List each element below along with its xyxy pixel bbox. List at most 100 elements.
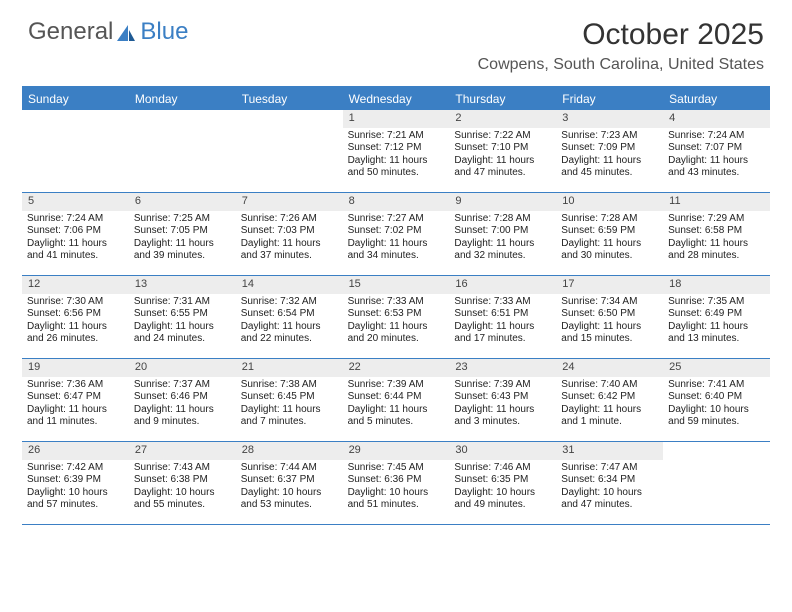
day-line: Sunrise: 7:43 AM — [134, 462, 231, 475]
day-cell: 24Sunrise: 7:40 AMSunset: 6:42 PMDayligh… — [556, 359, 663, 441]
day-cell: 19Sunrise: 7:36 AMSunset: 6:47 PMDayligh… — [22, 359, 129, 441]
day-line: Sunrise: 7:28 AM — [561, 213, 658, 226]
day-line: Daylight: 10 hours — [561, 487, 658, 500]
day-line: and 37 minutes. — [241, 250, 338, 263]
day-number: 1 — [343, 110, 450, 128]
day-body: Sunrise: 7:25 AMSunset: 7:05 PMDaylight:… — [129, 211, 236, 266]
day-number: 20 — [129, 359, 236, 377]
day-cell: 11Sunrise: 7:29 AMSunset: 6:58 PMDayligh… — [663, 193, 770, 275]
week-row: 26Sunrise: 7:42 AMSunset: 6:39 PMDayligh… — [22, 442, 770, 525]
day-cell — [129, 110, 236, 192]
day-cell: 30Sunrise: 7:46 AMSunset: 6:35 PMDayligh… — [449, 442, 556, 524]
day-line: Daylight: 11 hours — [668, 321, 765, 334]
day-body: Sunrise: 7:24 AMSunset: 7:07 PMDaylight:… — [663, 128, 770, 183]
day-line: Sunrise: 7:39 AM — [348, 379, 445, 392]
day-line: Sunset: 7:06 PM — [27, 225, 124, 238]
day-line: Sunrise: 7:22 AM — [454, 130, 551, 143]
day-line: Sunrise: 7:32 AM — [241, 296, 338, 309]
day-line: Sunset: 6:54 PM — [241, 308, 338, 321]
day-line: Sunset: 7:09 PM — [561, 142, 658, 155]
day-line: and 49 minutes. — [454, 499, 551, 512]
day-line: Sunset: 6:49 PM — [668, 308, 765, 321]
day-line: Sunset: 6:55 PM — [134, 308, 231, 321]
day-line: Sunset: 6:44 PM — [348, 391, 445, 404]
day-line: Sunrise: 7:23 AM — [561, 130, 658, 143]
dow-cell: Wednesday — [343, 88, 450, 110]
week-row: 19Sunrise: 7:36 AMSunset: 6:47 PMDayligh… — [22, 359, 770, 442]
day-line: and 55 minutes. — [134, 499, 231, 512]
day-line: and 32 minutes. — [454, 250, 551, 263]
day-line: Daylight: 11 hours — [348, 155, 445, 168]
day-line: Daylight: 11 hours — [454, 238, 551, 251]
day-number: 29 — [343, 442, 450, 460]
day-line: Daylight: 10 hours — [134, 487, 231, 500]
day-line: Sunset: 6:39 PM — [27, 474, 124, 487]
day-body: Sunrise: 7:32 AMSunset: 6:54 PMDaylight:… — [236, 294, 343, 349]
day-cell: 14Sunrise: 7:32 AMSunset: 6:54 PMDayligh… — [236, 276, 343, 358]
day-body: Sunrise: 7:24 AMSunset: 7:06 PMDaylight:… — [22, 211, 129, 266]
day-body: Sunrise: 7:26 AMSunset: 7:03 PMDaylight:… — [236, 211, 343, 266]
day-cell: 8Sunrise: 7:27 AMSunset: 7:02 PMDaylight… — [343, 193, 450, 275]
day-line: and 11 minutes. — [27, 416, 124, 429]
day-line: Daylight: 11 hours — [134, 404, 231, 417]
day-cell: 2Sunrise: 7:22 AMSunset: 7:10 PMDaylight… — [449, 110, 556, 192]
day-line: and 50 minutes. — [348, 167, 445, 180]
day-body: Sunrise: 7:29 AMSunset: 6:58 PMDaylight:… — [663, 211, 770, 266]
day-body: Sunrise: 7:42 AMSunset: 6:39 PMDaylight:… — [22, 460, 129, 515]
day-line: Daylight: 11 hours — [561, 321, 658, 334]
day-line: Sunrise: 7:34 AM — [561, 296, 658, 309]
day-line: Sunset: 6:58 PM — [668, 225, 765, 238]
day-line: Daylight: 11 hours — [134, 321, 231, 334]
day-line: Sunrise: 7:24 AM — [27, 213, 124, 226]
day-line: and 3 minutes. — [454, 416, 551, 429]
day-number: 3 — [556, 110, 663, 128]
day-number: 24 — [556, 359, 663, 377]
day-line: Sunset: 6:34 PM — [561, 474, 658, 487]
day-number: 6 — [129, 193, 236, 211]
day-line: Sunrise: 7:33 AM — [454, 296, 551, 309]
day-cell: 28Sunrise: 7:44 AMSunset: 6:37 PMDayligh… — [236, 442, 343, 524]
day-line: Sunset: 6:36 PM — [348, 474, 445, 487]
day-number: 14 — [236, 276, 343, 294]
day-line: Sunrise: 7:24 AM — [668, 130, 765, 143]
day-body: Sunrise: 7:30 AMSunset: 6:56 PMDaylight:… — [22, 294, 129, 349]
dow-cell: Tuesday — [236, 88, 343, 110]
day-line: and 7 minutes. — [241, 416, 338, 429]
day-cell — [236, 110, 343, 192]
day-cell: 7Sunrise: 7:26 AMSunset: 7:03 PMDaylight… — [236, 193, 343, 275]
location-text: Cowpens, South Carolina, United States — [478, 56, 764, 74]
day-number: 15 — [343, 276, 450, 294]
day-line: and 28 minutes. — [668, 250, 765, 263]
day-cell: 12Sunrise: 7:30 AMSunset: 6:56 PMDayligh… — [22, 276, 129, 358]
day-line: Sunset: 6:42 PM — [561, 391, 658, 404]
day-line: Sunrise: 7:28 AM — [454, 213, 551, 226]
day-line: Sunset: 6:38 PM — [134, 474, 231, 487]
day-line: Daylight: 11 hours — [561, 155, 658, 168]
dow-cell: Saturday — [663, 88, 770, 110]
day-body: Sunrise: 7:43 AMSunset: 6:38 PMDaylight:… — [129, 460, 236, 515]
day-line: Sunrise: 7:35 AM — [668, 296, 765, 309]
day-line: and 22 minutes. — [241, 333, 338, 346]
page-title: October 2025 — [478, 18, 764, 52]
day-line: Daylight: 11 hours — [454, 321, 551, 334]
day-line: Sunset: 7:00 PM — [454, 225, 551, 238]
day-body: Sunrise: 7:47 AMSunset: 6:34 PMDaylight:… — [556, 460, 663, 515]
day-body: Sunrise: 7:33 AMSunset: 6:51 PMDaylight:… — [449, 294, 556, 349]
day-number: 16 — [449, 276, 556, 294]
day-line: Daylight: 11 hours — [348, 238, 445, 251]
day-body: Sunrise: 7:33 AMSunset: 6:53 PMDaylight:… — [343, 294, 450, 349]
day-cell: 21Sunrise: 7:38 AMSunset: 6:45 PMDayligh… — [236, 359, 343, 441]
day-line: and 13 minutes. — [668, 333, 765, 346]
day-body: Sunrise: 7:21 AMSunset: 7:12 PMDaylight:… — [343, 128, 450, 183]
day-cell: 16Sunrise: 7:33 AMSunset: 6:51 PMDayligh… — [449, 276, 556, 358]
day-line: Sunset: 7:12 PM — [348, 142, 445, 155]
day-line: and 15 minutes. — [561, 333, 658, 346]
day-number: 22 — [343, 359, 450, 377]
day-cell: 9Sunrise: 7:28 AMSunset: 7:00 PMDaylight… — [449, 193, 556, 275]
day-cell — [22, 110, 129, 192]
day-line: Sunrise: 7:29 AM — [668, 213, 765, 226]
day-line: Sunrise: 7:21 AM — [348, 130, 445, 143]
day-line: Sunset: 6:59 PM — [561, 225, 658, 238]
day-body: Sunrise: 7:35 AMSunset: 6:49 PMDaylight:… — [663, 294, 770, 349]
day-line: Sunset: 6:45 PM — [241, 391, 338, 404]
